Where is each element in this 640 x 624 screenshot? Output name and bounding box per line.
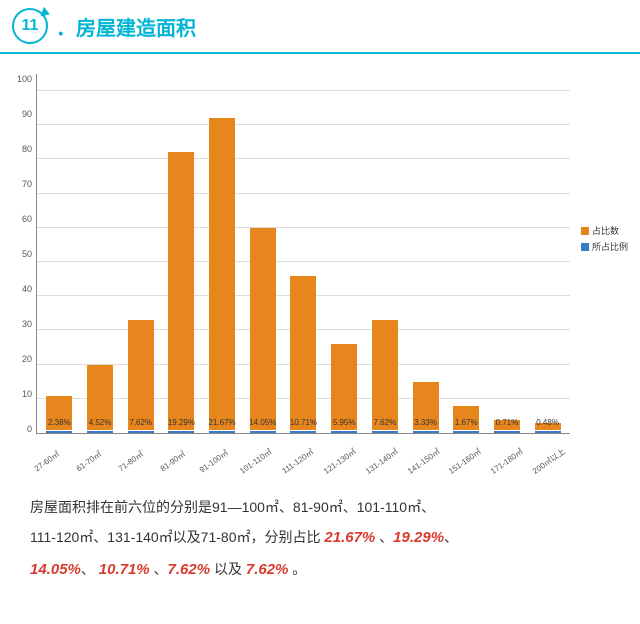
- y-tick: 70: [10, 179, 32, 189]
- bar-label: 21.67%: [209, 418, 236, 427]
- bar-secondary: [128, 431, 154, 433]
- bar-primary: 5.95%: [331, 344, 357, 430]
- bar-label: 0.48%: [536, 418, 559, 427]
- bar-group: 14.05%: [242, 228, 283, 433]
- bar-label: 2.38%: [48, 418, 71, 427]
- bar-group: 10.71%: [283, 276, 324, 433]
- bar-label: 7.62%: [374, 418, 397, 427]
- bar-group: 0.48%: [527, 423, 568, 433]
- bar-secondary: [209, 431, 235, 433]
- bars-group: 2.38% 4.52% 7.62% 19.29% 21.67% 14.05% 10.71% 5…: [37, 74, 570, 433]
- bar-group: 21.67%: [202, 118, 243, 433]
- y-tick: 30: [10, 319, 32, 329]
- y-tick: 10: [10, 389, 32, 399]
- badge-circle: 11: [12, 8, 48, 44]
- bar-secondary: [168, 431, 194, 433]
- bar-group: 5.95%: [324, 344, 365, 433]
- bar-label: 14.05%: [249, 418, 276, 427]
- bar-primary: 0.71%: [494, 420, 520, 430]
- y-tick: 90: [10, 109, 32, 119]
- bar-label: 0.71%: [496, 418, 519, 427]
- bar-label: 5.95%: [333, 418, 356, 427]
- bar-secondary: [535, 431, 561, 433]
- legend-label: 所占比例: [592, 240, 628, 253]
- bar-primary: 2.38%: [46, 396, 72, 430]
- bar-primary: 10.71%: [290, 276, 316, 430]
- bar-group: 3.33%: [405, 382, 446, 433]
- y-axis: 1009080706050403020100: [10, 74, 36, 434]
- y-tick: 0: [10, 424, 32, 434]
- bar-secondary: [331, 431, 357, 433]
- bar-label: 1.67%: [455, 418, 478, 427]
- bar-group: 4.52%: [80, 365, 121, 433]
- plot-area: 2.38% 4.52% 7.62% 19.29% 21.67% 14.05% 10.71% 5…: [36, 74, 570, 434]
- chart-container: 1009080706050403020100 2.38%4.52%7.62%19…: [0, 54, 640, 444]
- bar-primary: 3.33%: [413, 382, 439, 430]
- bar-secondary: [250, 431, 276, 433]
- bar-secondary: [87, 431, 113, 433]
- bar-secondary: [46, 431, 72, 433]
- bar-label: 4.52%: [89, 418, 112, 427]
- y-tick: 40: [10, 284, 32, 294]
- bar-primary: 7.62%: [128, 320, 154, 430]
- section-title: ．房屋建造面积: [56, 12, 196, 41]
- bar-group: 19.29%: [161, 152, 202, 433]
- legend-label: 占比数: [592, 224, 619, 237]
- bar-label: 7.62%: [129, 418, 152, 427]
- bar-secondary: [494, 431, 520, 433]
- legend-swatch: [581, 227, 589, 235]
- x-axis: 27-60㎡61-70㎡71-80㎡81-90㎡91-100㎡101-110㎡1…: [0, 444, 640, 467]
- description-text: 房屋面积排在前六位的分别是91—100㎡、81-90㎡、101-110㎡、 11…: [0, 467, 640, 603]
- bar-group: 0.71%: [487, 420, 528, 433]
- badge-number: 11: [22, 17, 39, 35]
- bar-label: 3.33%: [414, 418, 437, 427]
- bar-primary: 4.52%: [87, 365, 113, 430]
- bar-secondary: [290, 431, 316, 433]
- y-tick: 60: [10, 214, 32, 224]
- bar-secondary: [453, 431, 479, 433]
- legend-item: 占比数: [581, 224, 628, 237]
- bar-group: 7.62%: [120, 320, 161, 433]
- bar-primary: 21.67%: [209, 118, 235, 430]
- bar-label: 19.29%: [168, 418, 195, 427]
- bar-primary: 14.05%: [250, 228, 276, 430]
- y-tick: 20: [10, 354, 32, 364]
- section-header: 11 ．房屋建造面积: [0, 0, 640, 54]
- bar-group: 2.38%: [39, 396, 80, 433]
- bar-label: 10.71%: [290, 418, 317, 427]
- bar-group: 1.67%: [446, 406, 487, 433]
- legend-item: 所占比例: [581, 240, 628, 253]
- bar-secondary: [413, 431, 439, 433]
- bar-primary: 1.67%: [453, 406, 479, 430]
- y-tick: 50: [10, 249, 32, 259]
- legend: 占比数所占比例: [581, 224, 628, 256]
- legend-swatch: [581, 243, 589, 251]
- y-tick: 100: [10, 74, 32, 84]
- bar-group: 7.62%: [365, 320, 406, 433]
- y-tick: 80: [10, 144, 32, 154]
- bar-primary: 0.48%: [535, 423, 561, 430]
- bar-primary: 7.62%: [372, 320, 398, 430]
- bar-primary: 19.29%: [168, 152, 194, 430]
- bar-secondary: [372, 431, 398, 433]
